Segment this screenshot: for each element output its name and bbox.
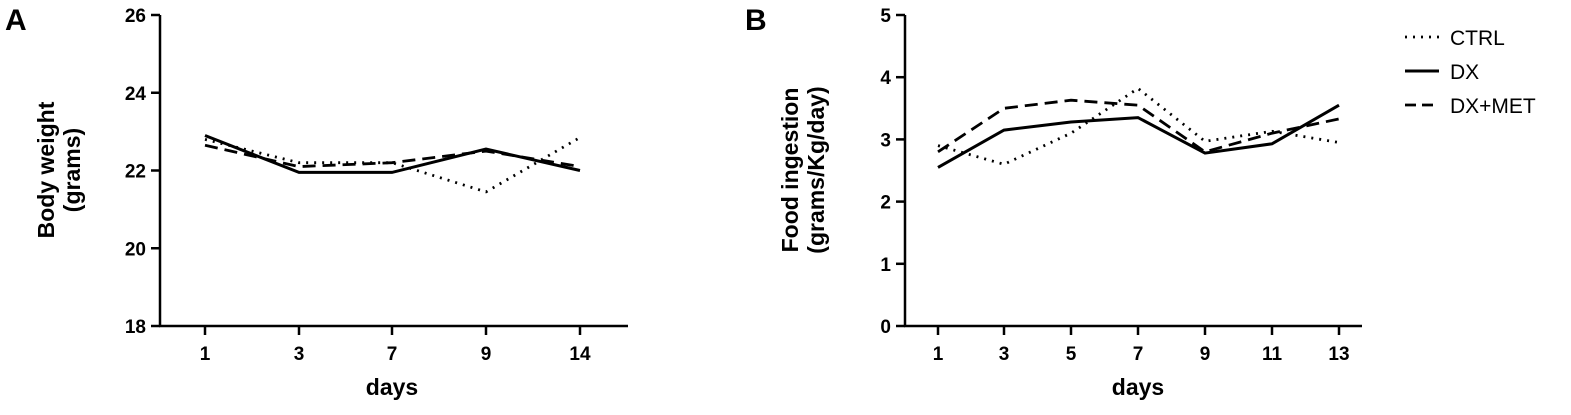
panel-label-a: A [5,4,27,37]
panel-label-b: B [745,4,767,37]
y-tick-label: 4 [880,68,891,89]
y-tick-label: 24 [125,84,147,105]
y-axis-title-b-line2: (grams/Kg/day) [803,86,829,253]
series-line-dx-a [204,134,581,174]
x-tick-label: 3 [294,344,305,365]
x-tick-label: 3 [999,344,1010,365]
x-tick-label: 13 [1328,344,1349,365]
legend-label: CTRL [1450,27,1505,50]
x-tick-label: 7 [1133,344,1144,365]
series-line-ctrl-a [204,136,581,194]
x-axis-title-b: days [1112,374,1164,400]
series-line-dx-b [937,103,1340,169]
y-tick-label: 2 [880,193,891,214]
legend-label: DX [1450,61,1479,84]
x-tick-label: 11 [1262,344,1283,365]
x-tick-label: 5 [1066,344,1077,365]
y-tick-label: 18 [125,317,146,338]
x-tick-label: 9 [481,344,492,365]
y-tick-label: 5 [880,6,891,27]
y-axis-title-b: Food ingestion [777,88,803,253]
y-tick-label: 26 [125,6,146,27]
legend: CTRL DX DX+MET [1405,27,1536,118]
x-tick-label: 9 [1200,344,1211,365]
y-tick-label: 1 [880,255,891,276]
y-axis-title-a-line2: (grams) [59,128,85,212]
x-tick-label: 7 [387,344,398,365]
series-line-ctrl-b [937,86,1340,166]
y-tick-label: 3 [880,130,891,151]
x-axis-title-a: days [366,374,418,400]
x-tick-label: 14 [569,344,591,365]
panel-a-body-weight: A 18 20 22 24 26 1 3 7 9 14 days Body weight (grams) [5,4,628,400]
y-axis-title-a: Body weight [33,101,59,238]
x-tick-label: 1 [933,344,944,365]
series-line-dx-met-b [937,98,1340,154]
y-tick-label: 20 [125,239,146,260]
legend-label: DX+MET [1450,95,1536,118]
x-tick-label: 1 [200,344,211,365]
y-tick-label: 22 [125,162,146,183]
series-line-dx-met-a [204,143,581,169]
y-tick-label: 0 [880,317,891,338]
